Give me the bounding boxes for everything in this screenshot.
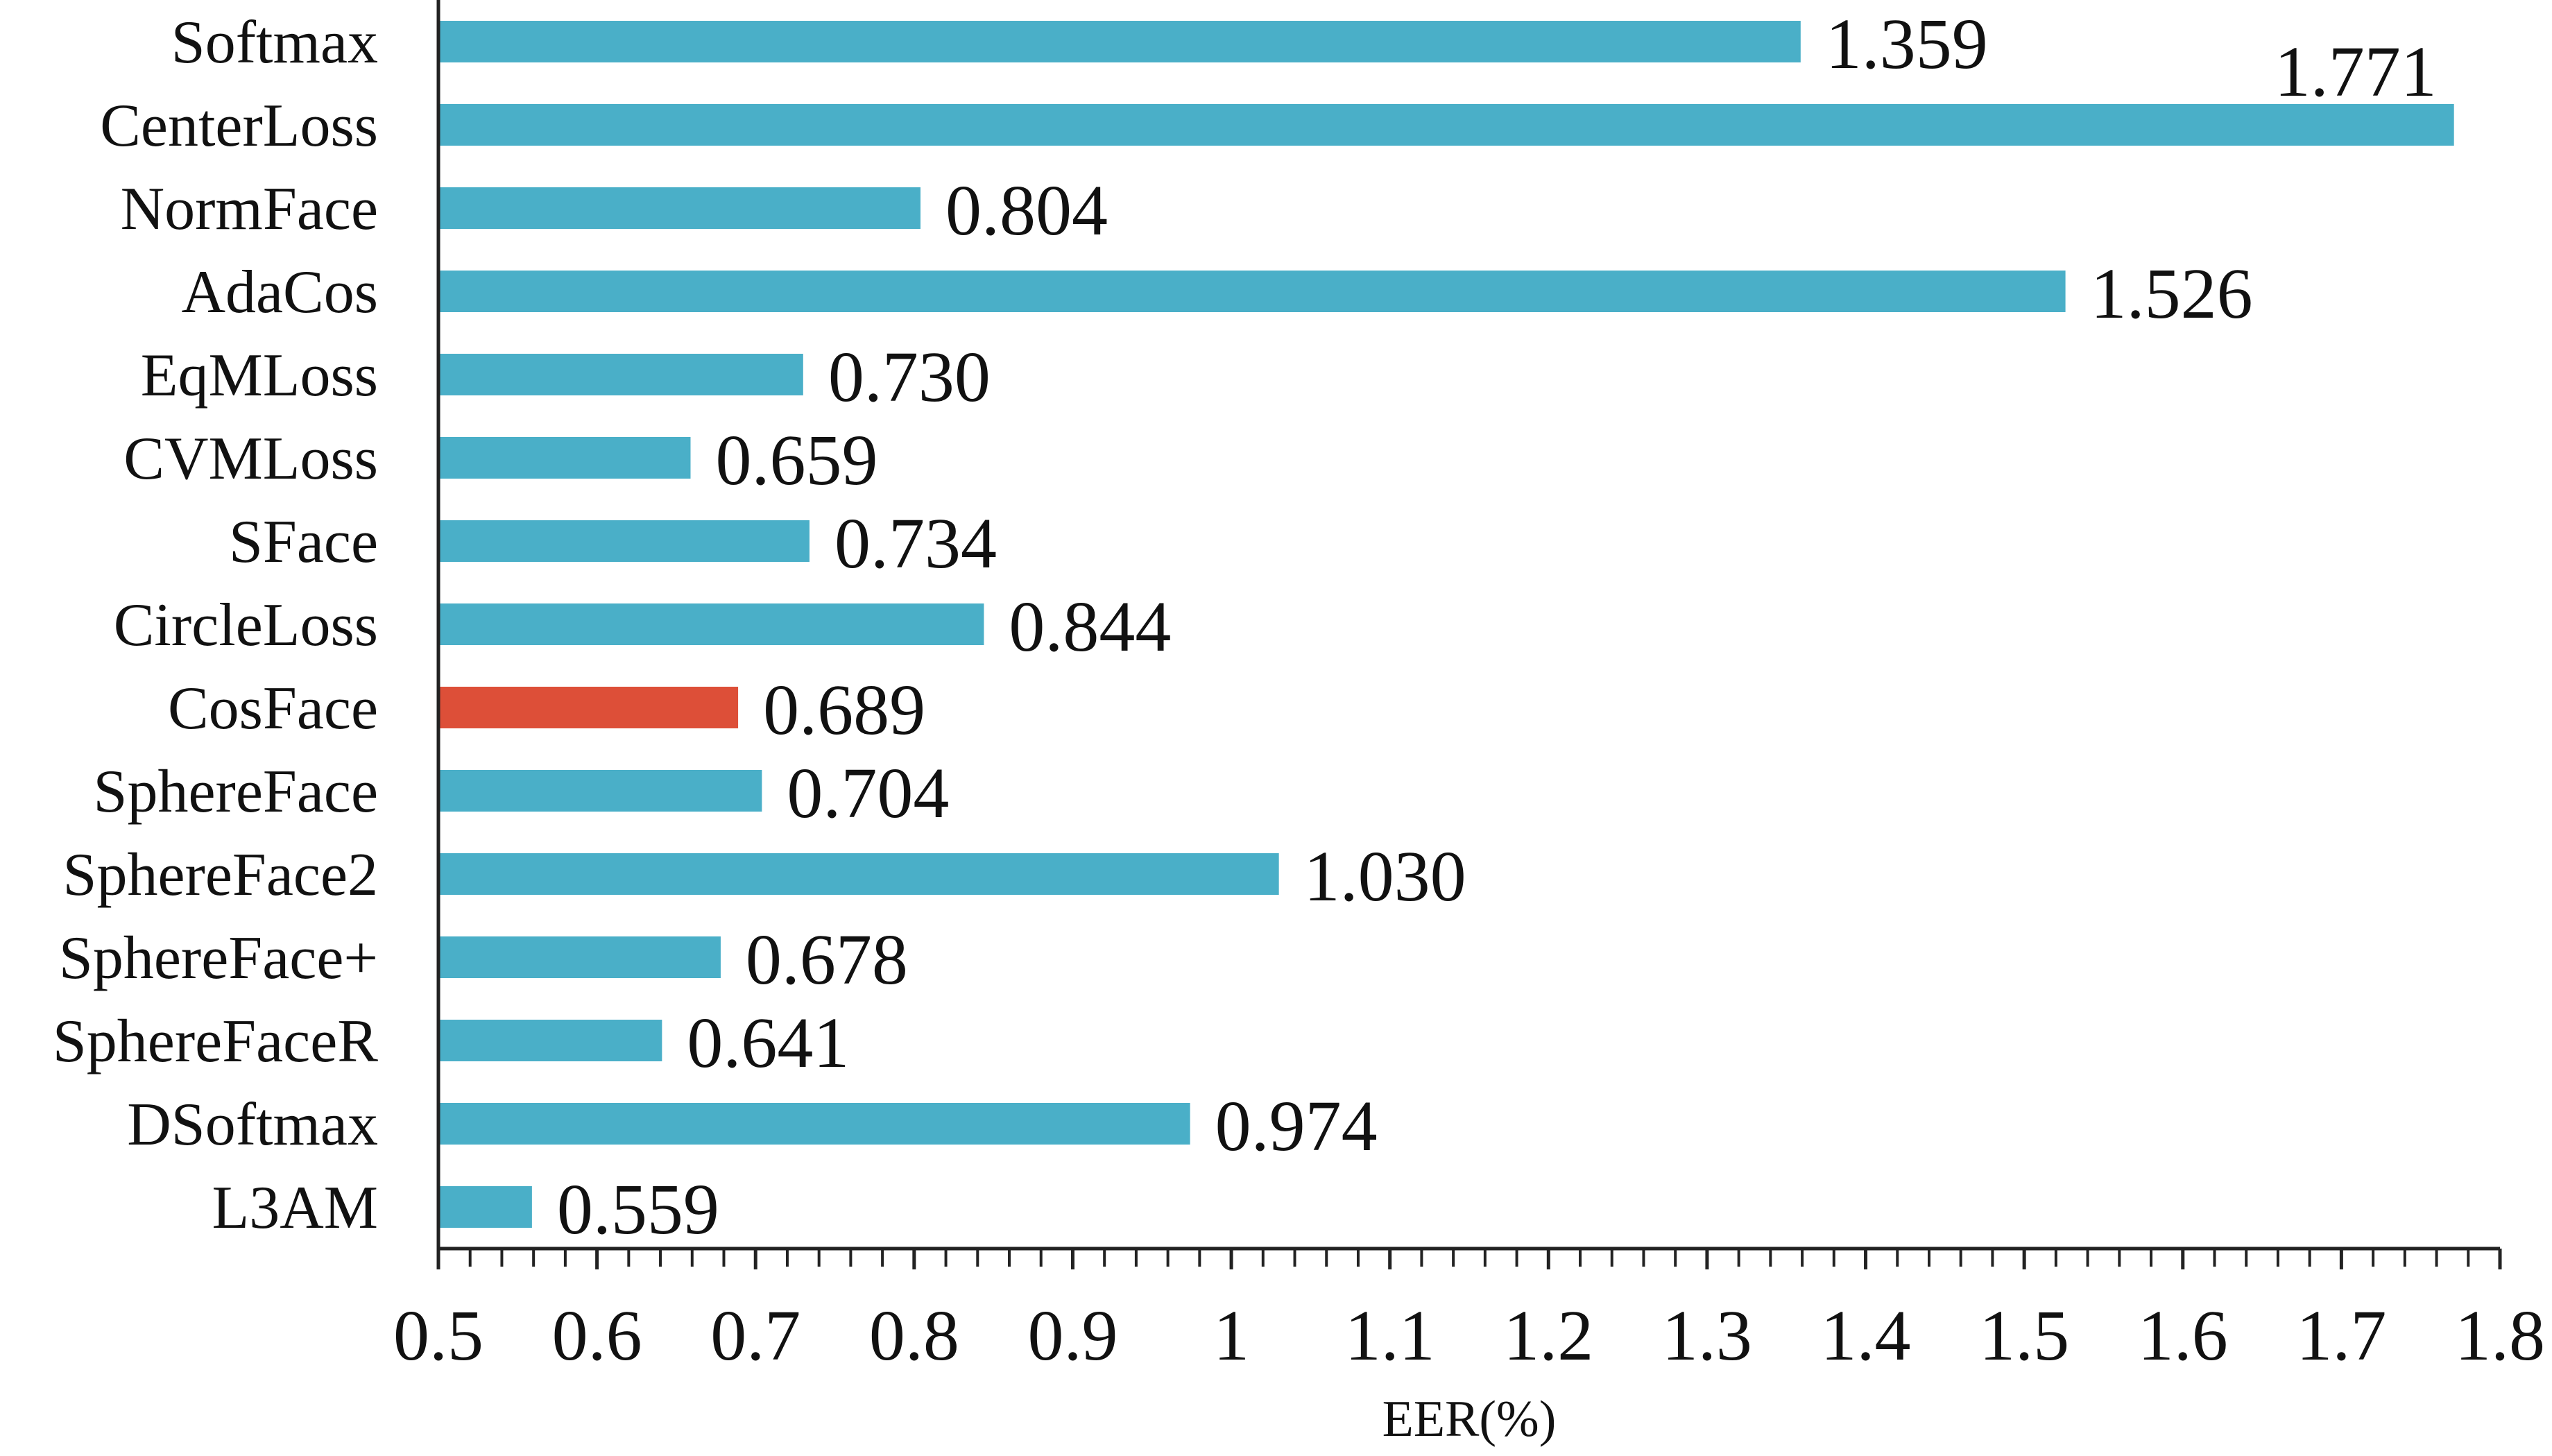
category-label-cvmloss: CVMLoss [123, 425, 378, 493]
x-tick-labels: 0.5 0.6 0.7 0.8 0.9 1 1.1 1.2 1.3 1.4 1.5 1.6 1.7 1.8 [393, 1296, 2545, 1376]
bar-sphereface [438, 770, 762, 812]
category-label-normface: NormFace [121, 175, 378, 243]
x-axis-title: EER(%) [1382, 1391, 1557, 1448]
category-label-sface: SFace [229, 508, 378, 576]
category-label-circleloss: CircleLoss [114, 592, 378, 659]
x-tick-label: 0.9 [1027, 1296, 1117, 1376]
x-tick-label: 1.3 [1662, 1296, 1752, 1376]
value-label-softmax: 1.359 [1826, 4, 1988, 84]
x-tick-label: 0.6 [552, 1296, 642, 1376]
value-label-cvmloss: 0.659 [715, 420, 877, 500]
value-label-dsoftmax: 0.974 [1215, 1086, 1378, 1166]
x-ticks [436, 1249, 2502, 1269]
bar-circleloss [438, 603, 984, 645]
value-label-adacos: 1.526 [2091, 254, 2253, 334]
bar-softmax [438, 21, 1801, 62]
value-label-centerloss: 1.771 [2275, 32, 2437, 112]
x-tick-label: 1.7 [2296, 1296, 2386, 1376]
bar-sphereface2 [438, 853, 1279, 895]
x-tick-label: 1.5 [1979, 1296, 2069, 1376]
bar-cosface [438, 687, 739, 728]
category-label-sphereface2: SphereFace2 [63, 841, 378, 909]
category-label-eqmloss: EqMLoss [141, 342, 378, 409]
value-label-cosface: 0.689 [763, 670, 925, 750]
x-tick-label: 0.7 [710, 1296, 800, 1376]
value-label-spherefacer: 0.641 [687, 1003, 849, 1083]
category-label-l3am: L3AM [212, 1174, 378, 1242]
bar-spherefaceplus [438, 936, 721, 978]
bar-centerloss [438, 104, 2454, 146]
value-label-spherefaceplus: 0.678 [746, 920, 908, 1000]
value-label-sphereface: 0.704 [787, 753, 949, 833]
axes-group: 0.5 0.6 0.7 0.8 0.9 1 1.1 1.2 1.3 1.4 1.5 1.6 1.7 1.8 [393, 0, 2545, 1376]
category-label-centerloss: CenterLoss [100, 92, 378, 160]
bar-cvmloss [438, 437, 691, 479]
x-tick-label: 0.5 [393, 1296, 483, 1376]
bar-sface [438, 520, 810, 562]
category-label-softmax: Softmax [171, 9, 378, 76]
bar-l3am [438, 1186, 532, 1228]
bar-spherefacer [438, 1020, 662, 1061]
category-label-cosface: CosFace [168, 675, 378, 742]
x-tick-label: 1.1 [1345, 1296, 1435, 1376]
value-label-eqmloss: 0.730 [828, 337, 991, 417]
value-label-circleloss: 0.844 [1009, 587, 1171, 667]
category-label-spherefacer: SphereFaceR [53, 1008, 378, 1075]
bar-dsoftmax [438, 1103, 1190, 1145]
category-label-adacos: AdaCos [181, 259, 378, 326]
bar-normface [438, 187, 920, 229]
category-labels: Softmax CenterLoss NormFace AdaCos EqMLoss CV… [53, 9, 378, 1242]
bars-group [438, 21, 2454, 1228]
value-label-l3am: 0.559 [557, 1170, 719, 1249]
category-label-dsoftmax: DSoftmax [127, 1091, 378, 1158]
x-tick-label: 1.8 [2455, 1296, 2545, 1376]
category-label-spherefaceplus: SphereFace+ [59, 925, 378, 992]
x-tick-label: 1 [1213, 1296, 1249, 1376]
bar-adacos [438, 271, 2066, 312]
x-tick-label: 1.2 [1503, 1296, 1593, 1376]
value-label-sphereface2: 1.030 [1304, 837, 1466, 916]
bar-eqmloss [438, 354, 803, 395]
value-label-normface: 0.804 [945, 171, 1108, 250]
value-label-sface: 0.734 [834, 504, 997, 583]
x-tick-label: 1.4 [1821, 1296, 1911, 1376]
x-tick-label: 0.8 [869, 1296, 959, 1376]
x-tick-label: 1.6 [2138, 1296, 2228, 1376]
value-labels: 1.359 1.771 0.804 1.526 0.7300.6590.7340.844… [557, 4, 2437, 1249]
category-label-sphereface: SphereFace [94, 758, 378, 825]
